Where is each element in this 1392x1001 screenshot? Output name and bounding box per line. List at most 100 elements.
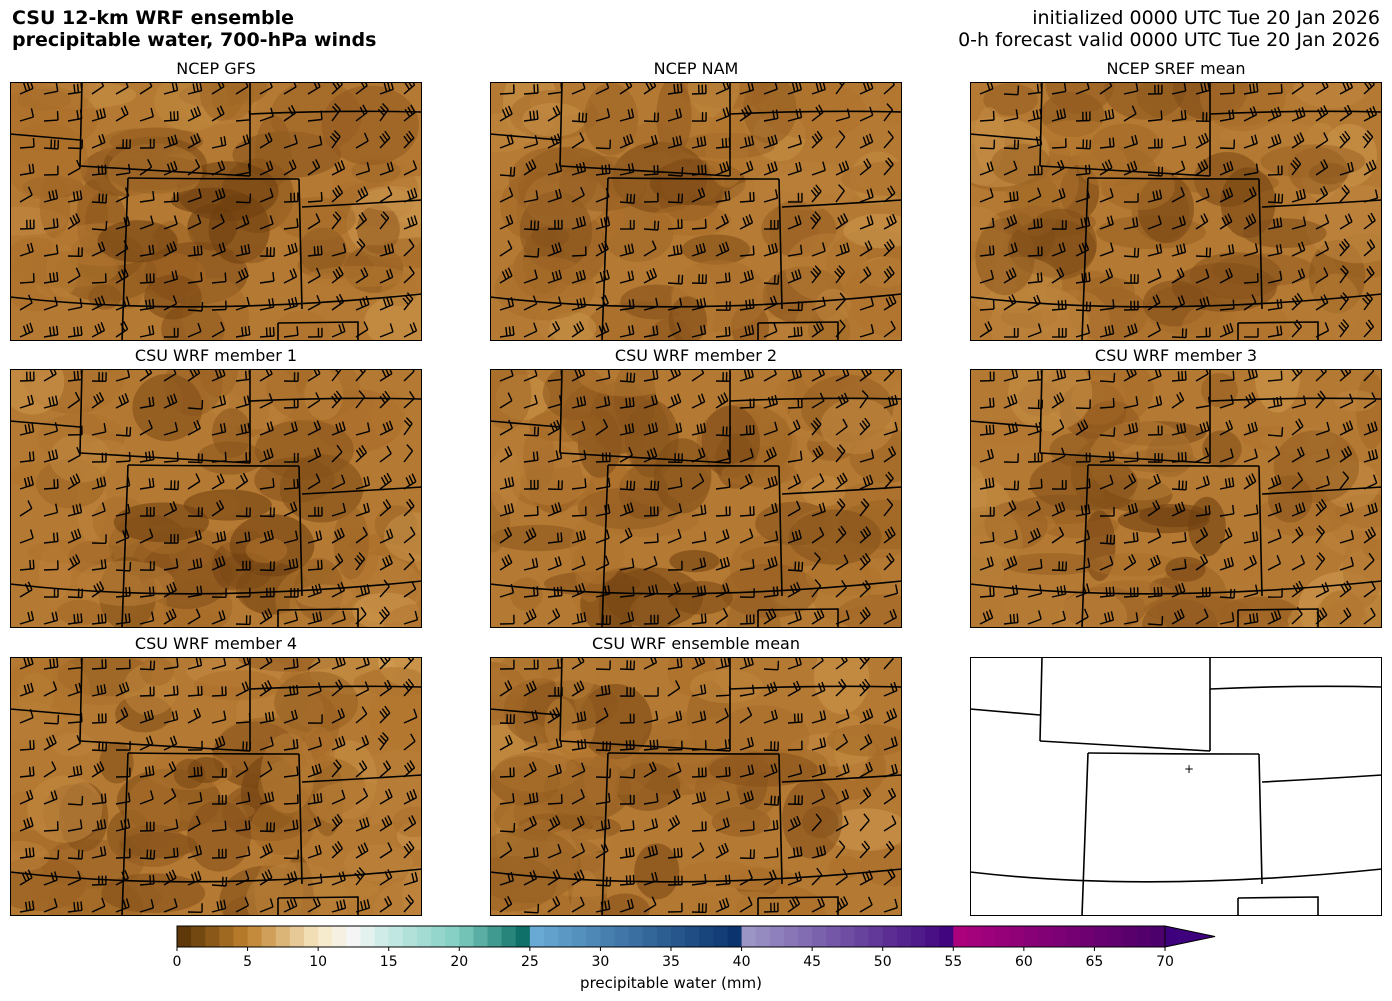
colorbar-segment — [487, 926, 503, 947]
wind-barb-flag — [195, 82, 199, 92]
wind-barb-flag — [266, 422, 271, 432]
wind-barb — [1147, 174, 1163, 177]
wind-barb-flag — [648, 763, 654, 772]
wind-barb-flag — [887, 789, 894, 799]
wind-barb-flag — [793, 817, 798, 827]
wind-barb-flag — [270, 736, 274, 746]
state-border — [79, 165, 251, 177]
wind-barb — [1219, 308, 1234, 311]
wind-barb-flag — [265, 327, 268, 337]
wind-barb-flag — [72, 556, 78, 565]
wind-barb-flag — [752, 245, 755, 255]
wind-barb-flag — [127, 792, 131, 802]
pw-contour-blob — [99, 741, 134, 784]
wind-barb-flag — [583, 395, 587, 405]
wind-barb — [1291, 115, 1306, 122]
wind-barb — [1099, 434, 1115, 437]
wind-barb-flag — [76, 159, 81, 169]
wind-barb-flag — [869, 188, 874, 198]
wind-barb-flag — [676, 245, 679, 255]
wind-barb — [1171, 223, 1186, 230]
wind-barb-flag — [363, 267, 369, 276]
wind-barb-flag — [331, 845, 338, 854]
wind-barb — [1363, 370, 1375, 382]
wind-barb — [643, 853, 658, 859]
wind-barb-flag — [57, 849, 60, 859]
wind-barb-flag — [513, 167, 516, 177]
panel-title-member2: CSU WRF member 2 — [614, 346, 778, 365]
wind-barb — [115, 195, 129, 203]
wind-barb-flag — [264, 712, 268, 722]
wind-barb-flag — [822, 737, 827, 747]
wind-barb-flag — [891, 395, 895, 405]
wind-barb — [331, 797, 346, 805]
wind-barb — [307, 86, 321, 95]
wind-barb — [43, 119, 59, 122]
wind-barb-flag — [1088, 370, 1091, 380]
wind-barb-flag — [1056, 370, 1060, 380]
wind-barb-flag — [579, 815, 585, 825]
wind-barbs — [979, 369, 1379, 626]
wind-barb-flag — [1223, 559, 1228, 568]
pw-contour-blob — [117, 824, 189, 867]
wind-barb-flag — [537, 248, 540, 258]
wind-barb — [91, 854, 106, 859]
wind-barb-flag — [1342, 82, 1347, 91]
pw-contour-blob — [705, 109, 749, 188]
wind-barb-flag — [1324, 240, 1330, 250]
wind-barb-flag — [1177, 452, 1180, 462]
wind-barb — [1003, 376, 1018, 382]
wind-barb-flag — [362, 657, 367, 666]
wind-barb — [283, 566, 298, 571]
wind-barb-flag — [270, 529, 274, 539]
wind-barb — [1195, 429, 1210, 436]
state-border — [127, 752, 300, 755]
wind-barb-flag — [174, 270, 179, 280]
wind-barb-flag — [653, 447, 658, 457]
wind-barb — [619, 278, 634, 284]
wind-barb — [19, 172, 34, 176]
wind-barb-flag — [366, 502, 370, 512]
wind-barb-flag — [653, 220, 656, 230]
colorbar-tick-label: 50 — [874, 954, 892, 970]
wind-barb-flag — [814, 211, 821, 219]
wind-barb-flag — [793, 475, 798, 485]
wind-barb-flag — [128, 586, 131, 596]
wind-barb-flag — [296, 326, 299, 336]
wind-barb-flag — [151, 765, 155, 775]
wind-barb — [979, 457, 994, 463]
wind-barb — [403, 223, 418, 230]
wind-barb-flag — [32, 137, 35, 147]
wind-barb — [1363, 167, 1377, 176]
wind-barb — [1315, 248, 1329, 257]
wind-barb — [19, 537, 34, 544]
state-borders — [490, 657, 902, 916]
wind-barb — [139, 798, 154, 805]
wind-barb-flag — [1112, 397, 1115, 407]
wind-barb-flag — [843, 815, 849, 825]
state-border — [127, 464, 300, 467]
wind-barb — [619, 594, 634, 598]
pw-contour-blob — [552, 657, 597, 700]
wind-barb-flag — [408, 475, 414, 484]
wind-barb — [571, 373, 585, 382]
wind-barb-flag — [888, 296, 894, 305]
wind-barb-flag — [580, 843, 586, 852]
wind-barb-flag — [773, 322, 778, 332]
wind-barb — [523, 594, 538, 598]
wind-barb — [1363, 457, 1378, 463]
wind-barb — [787, 223, 802, 230]
wind-barb-flag — [361, 760, 368, 769]
wind-barb-flag — [409, 526, 416, 535]
wind-barb-flag — [582, 530, 587, 540]
wind-barb-flag — [242, 135, 247, 145]
wind-barb-flag — [703, 531, 707, 541]
wind-barb — [283, 717, 298, 724]
wind-barb-flag — [792, 897, 798, 907]
wind-barb-flag — [672, 137, 676, 147]
state-border — [1081, 464, 1089, 628]
wind-barb-flag — [1272, 218, 1276, 228]
wind-barb — [691, 692, 706, 697]
wind-barb-flag — [272, 272, 275, 282]
wind-barb — [43, 511, 58, 517]
